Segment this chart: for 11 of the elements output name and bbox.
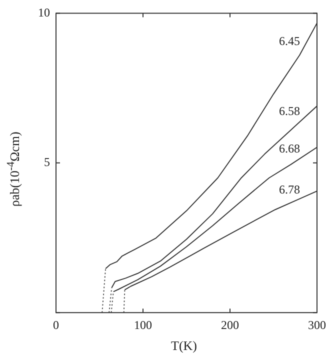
x-tick-label: 200 xyxy=(221,318,239,332)
y-tick-label: 5 xyxy=(44,155,50,170)
x-tick-label: 100 xyxy=(134,318,152,332)
series-label: 6.45 xyxy=(279,34,300,48)
y-tick-label: 10 xyxy=(38,5,50,20)
x-tick-label: 0 xyxy=(53,318,59,332)
series-label: 6.68 xyxy=(279,142,300,156)
x-tick-label: 300 xyxy=(308,318,326,332)
x-axis-title: T(K) xyxy=(170,338,198,354)
series-label: 6.78 xyxy=(279,182,300,196)
series-label: 6.58 xyxy=(279,104,300,118)
